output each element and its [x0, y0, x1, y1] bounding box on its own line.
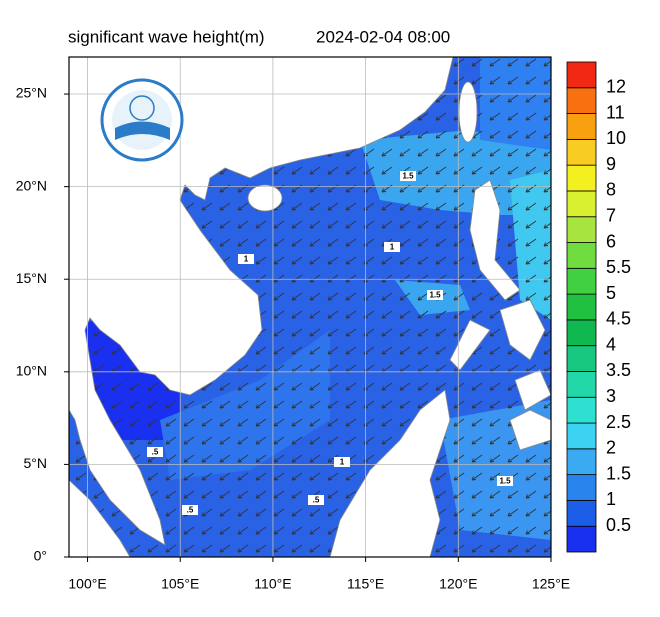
- colorbar-box: [566, 448, 597, 476]
- plot-frame: [68, 56, 552, 558]
- contour-label-box: [400, 171, 416, 181]
- land: [69, 57, 454, 546]
- land: [69, 479, 131, 557]
- x-tick-label: 115°E: [347, 576, 384, 592]
- contour-label-box: [334, 457, 350, 467]
- colorbar-box: [566, 242, 597, 269]
- contour-label-box: [497, 476, 513, 486]
- y-tick-label: 20°N: [16, 177, 47, 193]
- contour-label-box: [384, 242, 400, 252]
- colorbar-box: [566, 87, 597, 114]
- colorbar-label: 6: [606, 231, 616, 251]
- y-tick-label: 0°: [34, 548, 47, 564]
- colorbar-label: 8: [606, 180, 616, 200]
- colorbar-box: [566, 422, 597, 450]
- contour-label: 1.5: [402, 172, 414, 181]
- time: 2024-02-04 08:00: [316, 27, 450, 46]
- contour-label-box: [182, 505, 198, 515]
- land: [458, 81, 478, 143]
- contour-label: 1: [340, 458, 345, 467]
- colorbar-box: [566, 319, 597, 347]
- colorbar-label: 4: [606, 334, 616, 354]
- contour-label-box: [308, 495, 324, 505]
- colorbar-label: 2.5: [606, 412, 631, 432]
- land: [509, 409, 551, 451]
- contour-label: 1.5: [429, 291, 441, 300]
- y-tick-label: 10°N: [16, 363, 47, 379]
- grid: [69, 57, 551, 557]
- land: [449, 299, 551, 411]
- logo: [100, 78, 184, 162]
- contour-label-box: [427, 290, 443, 300]
- land: [247, 184, 283, 212]
- contour-label: 1: [390, 243, 395, 252]
- x-tick-label: 125°E: [532, 576, 570, 592]
- colorbar-label: 0.5: [606, 515, 631, 535]
- colorbar-box: [566, 164, 597, 192]
- colorbar-label: 11: [606, 102, 625, 122]
- colorbar-box: [566, 113, 597, 140]
- colorbar-box: [566, 396, 597, 424]
- colorbar-box: [566, 293, 597, 321]
- colorbar-box: [566, 474, 597, 501]
- colorbar-box: [566, 216, 597, 243]
- colorbar-box: [566, 190, 597, 218]
- y-tick-label: 25°N: [16, 85, 47, 101]
- y-tick-label: 15°N: [16, 270, 47, 286]
- colorbar-label: 3.5: [606, 360, 631, 380]
- contour-label: 1.5: [499, 477, 511, 486]
- contour-label-box: [238, 254, 254, 264]
- colorbar-label: 7: [606, 205, 616, 225]
- colorbar-box: [566, 138, 597, 166]
- contour-label: .5: [152, 448, 159, 457]
- colorbar-label: 10: [606, 128, 626, 148]
- colorbar-label: 5.5: [606, 257, 631, 277]
- colorbar-label: 1: [606, 489, 616, 509]
- title: significant wave height(m): [68, 27, 265, 46]
- colorbar-label: 4.5: [606, 309, 631, 329]
- colorbar-box: [566, 525, 597, 553]
- contour-label: 1: [244, 255, 249, 264]
- colorbar-label: 5: [606, 283, 616, 303]
- colorbar-box: [566, 371, 597, 398]
- colorbar-label: 12: [606, 77, 626, 97]
- y-tick-label: 5°N: [24, 455, 48, 471]
- colorbar-box: [566, 345, 597, 372]
- contour-label-box: [147, 447, 163, 457]
- colorbar: 0.5 1 1.5 2 2.5 3 3.5 4 4.5 5 5.5 6 7 8 9 10 11 12: [566, 61, 631, 553]
- contour-label: .5: [187, 506, 194, 515]
- colorbar-label: 1.5: [606, 463, 631, 483]
- x-tick-label: 105°E: [161, 576, 199, 592]
- x-tick-label: 110°E: [254, 576, 291, 592]
- colorbar-box: [566, 500, 597, 527]
- colorbar-label: 9: [606, 154, 616, 174]
- land: [329, 389, 451, 557]
- axes: 100°E 105°E 110°E 115°E 120°E 125°E 0° 5°N 10°N 1…: [16, 85, 570, 592]
- contour-label: .5: [313, 496, 320, 505]
- land: [469, 179, 521, 301]
- colorbar-label: 3: [606, 386, 616, 406]
- colorbar-box: [566, 61, 597, 89]
- x-tick-label: 100°E: [68, 576, 106, 592]
- x-tick-label: 120°E: [439, 576, 477, 592]
- colorbar-box: [566, 267, 597, 295]
- colorbar-label: 2: [606, 438, 616, 458]
